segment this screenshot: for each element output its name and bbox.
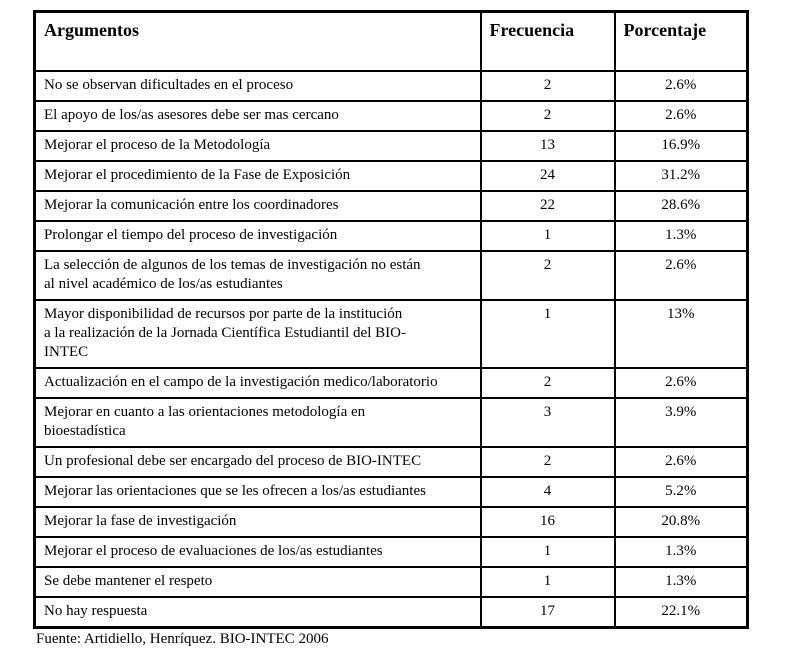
table-row: La selección de algunos de los temas de …: [33, 250, 749, 301]
column-header-argumentos: Argumentos: [33, 10, 482, 72]
argument-cell: El apoyo de los/as asesores debe ser mas…: [33, 100, 482, 132]
argument-cell: Se debe mantener el respeto: [33, 566, 482, 598]
argument-cell: Mejorar el procedimiento de la Fase de E…: [33, 160, 482, 192]
percentage-cell: 31.2%: [613, 160, 749, 192]
table-row: Se debe mantener el respeto 1 1.3%: [33, 566, 749, 598]
percentage-cell: 2.6%: [613, 446, 749, 478]
percentage-cell: 2.6%: [613, 70, 749, 102]
percentage-cell: 2.6%: [613, 100, 749, 132]
frequency-cell: 16: [479, 506, 616, 538]
arguments-frequency-table: Argumentos Frecuencia Porcentaje No se o…: [33, 10, 749, 629]
argument-cell: No hay respuesta: [33, 596, 482, 629]
frequency-cell: 1: [479, 536, 616, 568]
frequency-cell: 4: [479, 476, 616, 508]
percentage-cell: 2.6%: [613, 367, 749, 399]
percentage-cell: 13%: [613, 299, 749, 369]
frequency-cell: 24: [479, 160, 616, 192]
percentage-cell: 16.9%: [613, 130, 749, 162]
argument-cell: Un profesional debe ser encargado del pr…: [33, 446, 482, 478]
table-row: No hay respuesta 17 22.1%: [33, 596, 749, 629]
argument-cell: Prolongar el tiempo del proceso de inves…: [33, 220, 482, 252]
frequency-cell: 2: [479, 367, 616, 399]
percentage-cell: 3.9%: [613, 397, 749, 448]
percentage-cell: 28.6%: [613, 190, 749, 222]
frequency-cell: 3: [479, 397, 616, 448]
percentage-cell: 20.8%: [613, 506, 749, 538]
frequency-cell: 1: [479, 220, 616, 252]
table-row: Mejorar el procedimiento de la Fase de E…: [33, 160, 749, 192]
table-row: Mejorar en cuanto a las orientaciones me…: [33, 397, 749, 448]
frequency-cell: 2: [479, 100, 616, 132]
argument-cell: Mejorar la comunicación entre los coordi…: [33, 190, 482, 222]
frequency-cell: 1: [479, 299, 616, 369]
table-header-row: Argumentos Frecuencia Porcentaje: [33, 10, 749, 72]
frequency-cell: 17: [479, 596, 616, 629]
frequency-cell: 2: [479, 250, 616, 301]
argument-cell: Mayor disponibilidad de recursos por par…: [33, 299, 482, 369]
table-row: Un profesional debe ser encargado del pr…: [33, 446, 749, 478]
argument-cell: Mejorar el proceso de evaluaciones de lo…: [33, 536, 482, 568]
source-citation: Fuente: Artidiello, Henríquez. BIO-INTEC…: [36, 631, 329, 647]
column-header-frecuencia: Frecuencia: [479, 10, 616, 72]
frequency-cell: 2: [479, 70, 616, 102]
table-row: Mayor disponibilidad de recursos por par…: [33, 299, 749, 369]
table-row: Mejorar el proceso de evaluaciones de lo…: [33, 536, 749, 568]
frequency-cell: 2: [479, 446, 616, 478]
argument-cell: Actualización en el campo de la investig…: [33, 367, 482, 399]
percentage-cell: 1.3%: [613, 220, 749, 252]
argument-cell: La selección de algunos de los temas de …: [33, 250, 482, 301]
table-row: Mejorar el proceso de la Metodología 13 …: [33, 130, 749, 162]
frequency-cell: 13: [479, 130, 616, 162]
frequency-cell: 1: [479, 566, 616, 598]
argument-cell: Mejorar las orientaciones que se les ofr…: [33, 476, 482, 508]
table-body: No se observan dificultades en el proces…: [33, 70, 749, 629]
table-row: Actualización en el campo de la investig…: [33, 367, 749, 399]
argument-cell: Mejorar en cuanto a las orientaciones me…: [33, 397, 482, 448]
percentage-cell: 22.1%: [613, 596, 749, 629]
table-row: No se observan dificultades en el proces…: [33, 70, 749, 102]
table-row: Mejorar las orientaciones que se les ofr…: [33, 476, 749, 508]
table-row: El apoyo de los/as asesores debe ser mas…: [33, 100, 749, 132]
table-row: Mejorar la comunicación entre los coordi…: [33, 190, 749, 222]
percentage-cell: 5.2%: [613, 476, 749, 508]
percentage-cell: 2.6%: [613, 250, 749, 301]
frequency-cell: 22: [479, 190, 616, 222]
column-header-porcentaje: Porcentaje: [613, 10, 749, 72]
argument-cell: Mejorar el proceso de la Metodología: [33, 130, 482, 162]
table-row: Prolongar el tiempo del proceso de inves…: [33, 220, 749, 252]
argument-cell: No se observan dificultades en el proces…: [33, 70, 482, 102]
argument-cell: Mejorar la fase de investigación: [33, 506, 482, 538]
percentage-cell: 1.3%: [613, 536, 749, 568]
table-row: Mejorar la fase de investigación 16 20.8…: [33, 506, 749, 538]
percentage-cell: 1.3%: [613, 566, 749, 598]
